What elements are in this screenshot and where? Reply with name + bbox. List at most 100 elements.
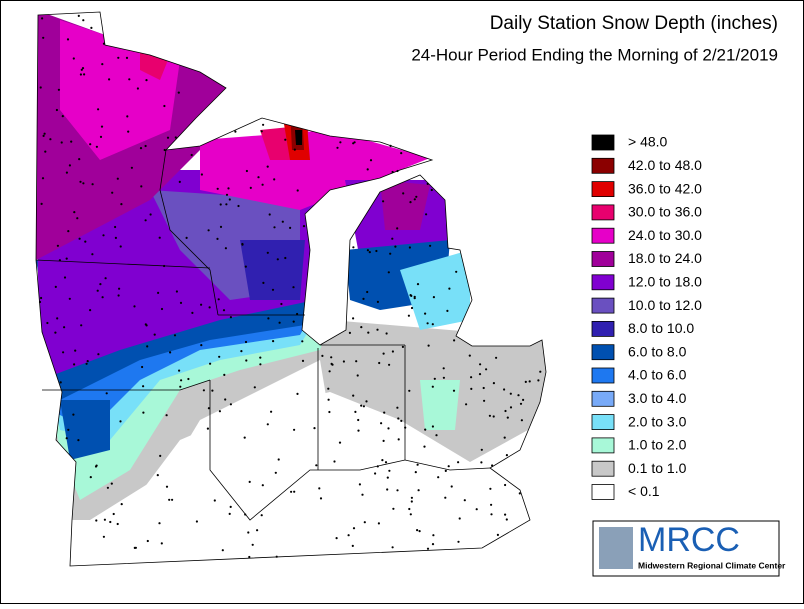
station-dot [375, 249, 378, 253]
legend-label: < 0.1 [628, 483, 660, 499]
station-dot [266, 165, 269, 168]
station-dot [200, 344, 203, 347]
station-dot [72, 57, 75, 60]
station-dot [394, 245, 397, 248]
station-dot [458, 517, 461, 520]
station-dot [169, 351, 172, 354]
snow-region [400, 250, 470, 330]
station-dot [452, 389, 456, 392]
station-dot [509, 392, 512, 395]
station-dot [207, 229, 210, 232]
station-dot [448, 287, 451, 290]
station-dot [397, 438, 400, 441]
logo-icon [599, 527, 633, 569]
station-dot [211, 389, 214, 392]
station-dot [117, 294, 120, 297]
station-dot [163, 264, 166, 268]
station-dot [126, 115, 129, 118]
station-dot [58, 259, 62, 262]
station-dot [78, 158, 81, 161]
station-dot [57, 88, 61, 91]
station-dot [248, 480, 251, 483]
station-dot [504, 483, 507, 487]
station-dot [327, 387, 330, 390]
station-dot [503, 436, 506, 439]
station-dot [446, 309, 449, 312]
station-dot [453, 339, 456, 342]
station-dot [431, 385, 434, 388]
station-dot [361, 493, 364, 496]
station-dot [46, 321, 49, 325]
station-dot [424, 312, 427, 315]
station-dot [266, 251, 269, 254]
station-dot [301, 340, 304, 343]
station-dot [385, 332, 388, 335]
station-dot [101, 296, 104, 299]
station-dot [140, 185, 143, 188]
station-dot [470, 376, 473, 379]
station-dot [85, 362, 88, 365]
station-dot [414, 471, 417, 474]
station-dot [386, 476, 389, 479]
station-dot [223, 373, 226, 376]
station-dot [251, 543, 254, 546]
station-dot [224, 247, 227, 250]
station-dot [248, 555, 251, 559]
station-dot [353, 141, 356, 144]
station-dot [257, 176, 260, 179]
station-dot [292, 286, 295, 289]
station-dot [228, 512, 231, 516]
station-dot [91, 253, 94, 256]
station-dot [281, 220, 284, 223]
station-dot [118, 287, 121, 290]
station-dot [447, 465, 450, 468]
station-dot [284, 256, 287, 260]
station-dot [56, 317, 59, 320]
station-dot [517, 394, 520, 397]
station-dot [39, 86, 42, 89]
station-dot [80, 324, 83, 327]
station-dot [103, 518, 106, 521]
station-dot [522, 398, 525, 401]
station-dot [321, 354, 324, 357]
station-dot [366, 168, 369, 171]
station-dot [519, 402, 523, 405]
station-dot [424, 428, 427, 431]
station-dot [59, 381, 62, 384]
station-dot [348, 331, 351, 334]
station-dot [475, 508, 478, 511]
station-dot [539, 370, 542, 373]
legend-label: 0.1 to 1.0 [628, 460, 687, 476]
station-dot [480, 448, 483, 451]
station-dot [293, 148, 296, 151]
station-dot [72, 413, 75, 416]
station-dot [416, 463, 419, 466]
station-dot [156, 474, 159, 477]
station-dot [488, 414, 491, 417]
station-dot [430, 188, 433, 192]
station-dot [400, 419, 403, 422]
station-dot [391, 546, 394, 549]
station-dot [86, 360, 89, 363]
station-dot [330, 356, 333, 359]
station-dot [49, 138, 52, 141]
legend-label: 30.0 to 36.0 [628, 204, 702, 220]
station-dot [354, 410, 357, 413]
snow-region [295, 130, 302, 145]
station-dot [62, 351, 65, 354]
station-dot [63, 326, 66, 329]
station-dot [65, 437, 68, 440]
station-dot [388, 363, 391, 366]
station-dot [408, 389, 411, 392]
station-dot [44, 150, 47, 153]
station-dot [213, 499, 216, 502]
station-dot [352, 317, 355, 320]
station-dot [96, 289, 99, 292]
station-dot [136, 87, 139, 90]
station-dot [158, 522, 161, 525]
legend-swatch [591, 390, 615, 407]
station-dot [384, 461, 388, 464]
station-dot [408, 507, 411, 511]
station-dot [256, 529, 259, 532]
station-dot [478, 373, 482, 376]
